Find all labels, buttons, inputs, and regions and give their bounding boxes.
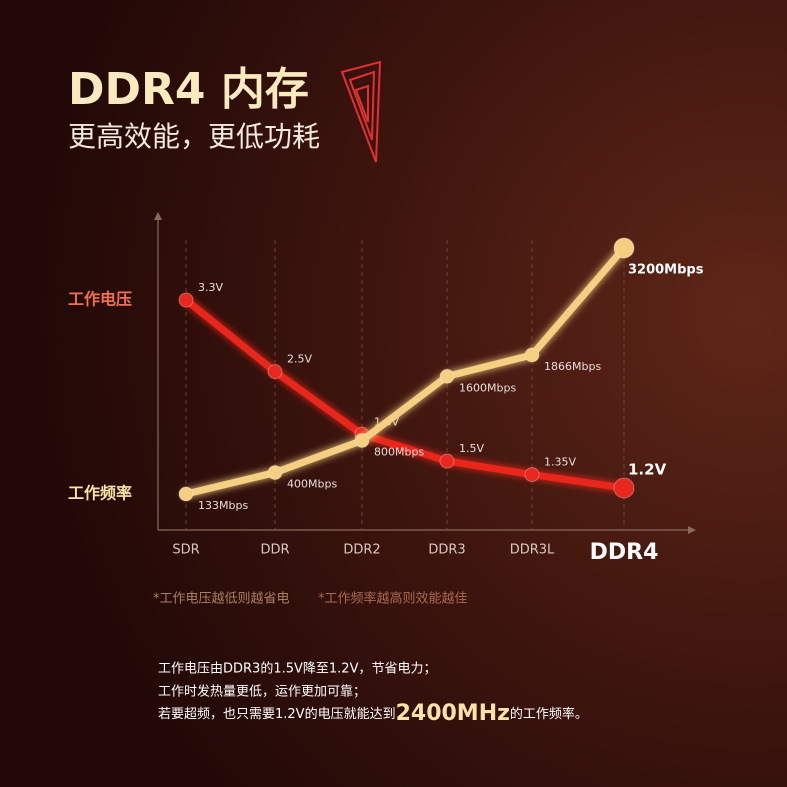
point <box>354 433 370 449</box>
data-label: 1.5V <box>459 442 484 455</box>
point <box>267 465 283 481</box>
highlight: 2400MHz <box>396 701 510 726</box>
logo <box>340 60 382 163</box>
data-label: 133Mbps <box>198 499 248 512</box>
point <box>178 292 194 308</box>
series-line <box>182 296 628 492</box>
x-tick-label: SDR <box>172 543 199 558</box>
description-line: 若要超频，也只需要1.2V的电压就能达到2400MHz的工作频率。 <box>158 701 588 726</box>
point <box>524 467 540 483</box>
x-tick-label: DDR3 <box>428 543 465 558</box>
title: DDR4 内存 <box>68 64 309 115</box>
x-tick-label: DDR3L <box>510 543 555 558</box>
data-label: 400Mbps <box>287 478 337 491</box>
data-label: 2.5V <box>287 353 312 366</box>
note: *工作电压越低则越省电 <box>153 592 290 607</box>
data-label: 1.2V <box>628 461 667 479</box>
legend-label: 工作频率 <box>68 484 132 503</box>
note: *工作频率越高则效能越佳 <box>318 591 468 607</box>
data-label: 3200Mbps <box>628 263 704 278</box>
point <box>178 486 194 502</box>
description-line: 工作时发热量更低，运作更加可靠； <box>158 684 366 700</box>
chart: SDR DDR DDR2 DDR3 DDR3L DDR4工作电压3.3V2.5V1.8V1… <box>68 237 704 565</box>
data-label: 1600Mbps <box>459 381 516 394</box>
x-tick-label: DDR4 <box>590 540 659 565</box>
x-tick-label: DDR <box>260 543 289 558</box>
legend-label: 工作电压 <box>68 290 132 309</box>
series-line <box>182 244 628 498</box>
data-label: 3.3V <box>198 281 223 294</box>
x-tick-label: DDR2 <box>343 543 380 558</box>
point <box>613 477 635 499</box>
axes <box>154 212 696 534</box>
subtitle: 更高效能，更低功耗 <box>68 120 320 153</box>
point <box>267 364 283 380</box>
point <box>524 347 540 363</box>
data-label: 1.35V <box>544 456 576 469</box>
point <box>613 237 635 259</box>
point <box>439 453 455 469</box>
text: 的工作频率。 <box>510 706 588 722</box>
text: 若要超频，也只需要1.2V的电压就能达到 <box>158 706 396 722</box>
description-line: 工作电压由DDR3的1.5V降至1.2V，节省电力； <box>158 661 436 677</box>
data-label: 1866Mbps <box>544 360 601 373</box>
data-label: 800Mbps <box>374 446 424 459</box>
point <box>439 368 455 384</box>
